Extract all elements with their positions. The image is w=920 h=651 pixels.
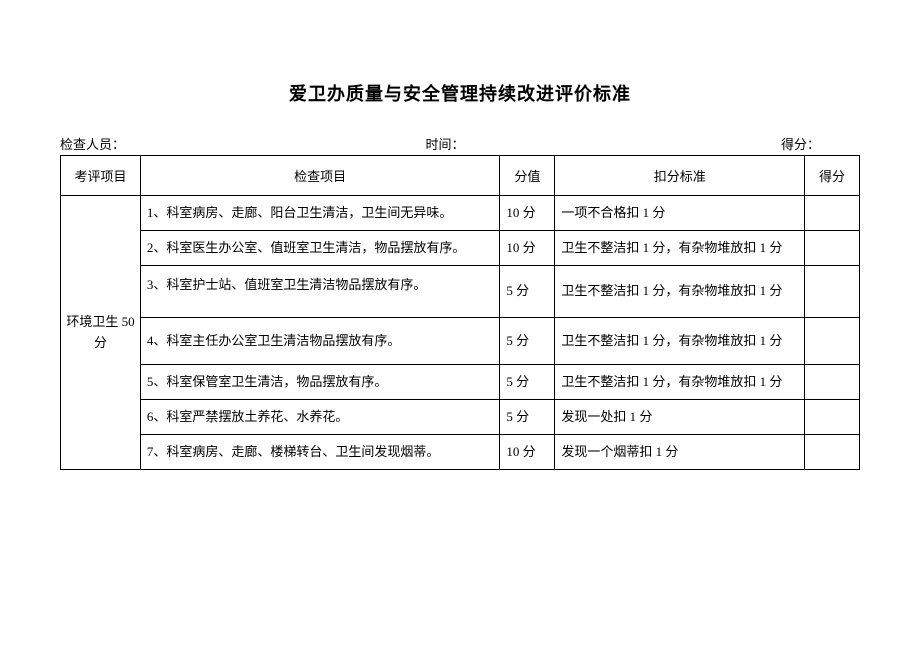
criteria-cell: 一项不合格扣 1 分 xyxy=(555,196,804,230)
document-title: 爱卫办质量与安全管理持续改进评价标准 xyxy=(60,80,860,106)
time-label: 时间： xyxy=(190,134,700,153)
criteria-cell: 发现一个烟蒂扣 1 分 xyxy=(555,435,804,469)
item-cell: 7、科室病房、走廊、楼梯转台、卫生间发现烟蒂。 xyxy=(141,435,500,469)
table-row: 环境卫生 50 分 1、科室病房、走廊、阳台卫生清洁，卫生间无异味。 10 分 … xyxy=(61,196,860,231)
points-cell: 10 分 xyxy=(500,231,554,265)
points-cell: 5 分 xyxy=(500,365,554,399)
table-header-row: 考评项目 检查项目 分值 扣分标准 得分 xyxy=(61,156,860,196)
form-header-row: 检查人员： 时间： 得分： xyxy=(60,134,860,153)
item-cell: 1、科室病房、走廊、阳台卫生清洁，卫生间无异味。 xyxy=(141,196,500,230)
criteria-cell: 发现一处扣 1 分 xyxy=(555,400,804,434)
table-row: 2、科室医生办公室、值班室卫生清洁，物品摆放有序。 10 分 卫生不整洁扣 1 … xyxy=(61,231,860,266)
criteria-cell: 卫生不整洁扣 1 分，有杂物堆放扣 1 分 xyxy=(555,365,804,399)
col-header-score: 得分 xyxy=(805,156,859,195)
item-cell: 4、科室主任办公室卫生清洁物品摆放有序。 xyxy=(141,318,500,364)
col-header-criteria: 扣分标准 xyxy=(555,156,804,195)
score-cell xyxy=(805,281,859,301)
score-cell xyxy=(805,374,859,390)
points-cell: 5 分 xyxy=(500,318,554,364)
col-header-item: 检查项目 xyxy=(141,156,500,195)
points-cell: 5 分 xyxy=(500,400,554,434)
item-cell: 3、科室护士站、值班室卫生清洁物品摆放有序。 xyxy=(141,266,500,316)
table-row: 5、科室保管室卫生清洁，物品摆放有序。 5 分 卫生不整洁扣 1 分，有杂物堆放… xyxy=(61,364,860,399)
col-header-points: 分值 xyxy=(500,156,554,195)
evaluation-table: 考评项目 检查项目 分值 扣分标准 得分 环境卫生 50 分 1、科室病房、走廊… xyxy=(60,155,860,470)
criteria-cell: 卫生不整洁扣 1 分，有杂物堆放扣 1 分 xyxy=(555,231,804,265)
item-cell: 5、科室保管室卫生清洁，物品摆放有序。 xyxy=(141,365,500,399)
table-row: 3、科室护士站、值班室卫生清洁物品摆放有序。 5 分 卫生不整洁扣 1 分，有杂… xyxy=(61,266,860,317)
table-row: 7、科室病房、走廊、楼梯转台、卫生间发现烟蒂。 10 分 发现一个烟蒂扣 1 分 xyxy=(61,435,860,470)
table-row: 4、科室主任办公室卫生清洁物品摆放有序。 5 分 卫生不整洁扣 1 分，有杂物堆… xyxy=(61,317,860,364)
points-cell: 10 分 xyxy=(500,435,554,469)
score-cell xyxy=(805,444,859,460)
score-cell xyxy=(805,327,859,355)
criteria-cell: 卫生不整洁扣 1 分，有杂物堆放扣 1 分 xyxy=(555,318,804,364)
item-cell: 2、科室医生办公室、值班室卫生清洁，物品摆放有序。 xyxy=(141,231,500,265)
item-cell: 6、科室严禁摆放土养花、水养花。 xyxy=(141,400,500,434)
score-cell xyxy=(805,409,859,425)
col-header-category: 考评项目 xyxy=(61,156,140,195)
table-row: 6、科室严禁摆放土养花、水养花。 5 分 发现一处扣 1 分 xyxy=(61,399,860,434)
inspector-label: 检查人员： xyxy=(60,134,190,153)
points-cell: 10 分 xyxy=(500,196,554,230)
score-cell xyxy=(805,240,859,256)
category-cell: 环境卫生 50 分 xyxy=(61,312,140,354)
score-label: 得分： xyxy=(700,134,860,153)
criteria-cell: 卫生不整洁扣 1 分，有杂物堆放扣 1 分 xyxy=(555,272,804,310)
score-cell xyxy=(805,205,859,221)
points-cell: 5 分 xyxy=(500,272,554,310)
